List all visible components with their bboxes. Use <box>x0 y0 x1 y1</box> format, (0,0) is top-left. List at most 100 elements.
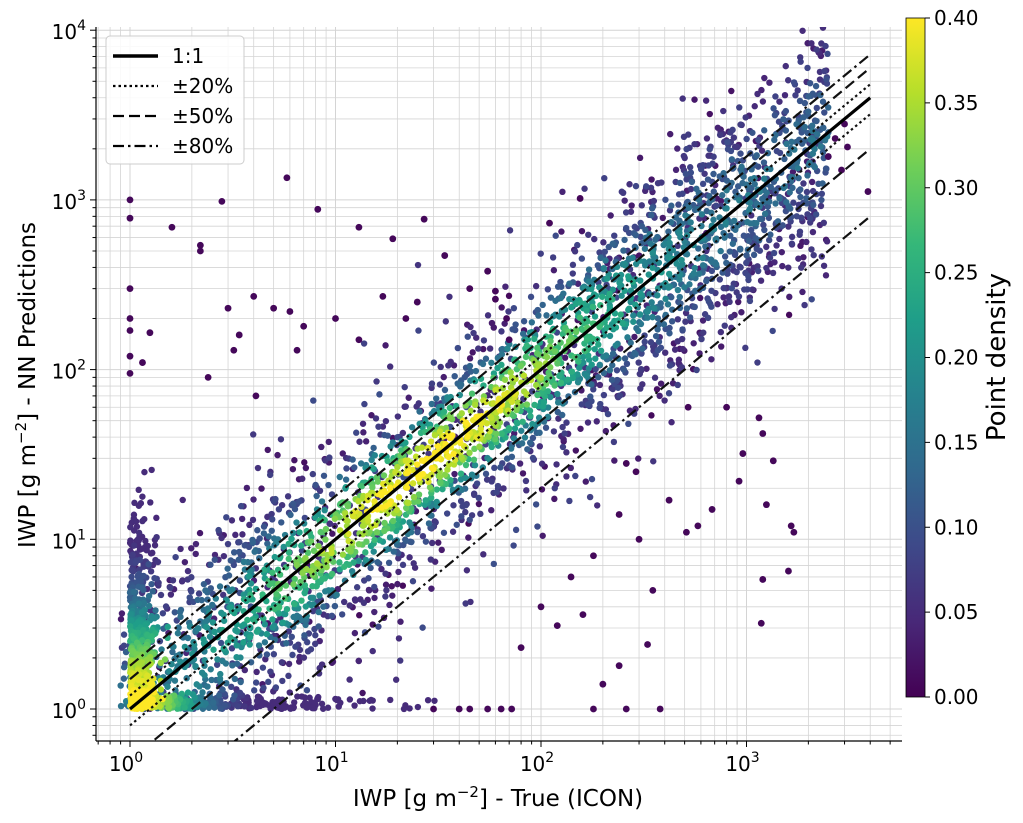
density-point <box>227 557 235 564</box>
density-point <box>792 92 799 99</box>
density-point <box>627 339 634 347</box>
density-point <box>422 538 430 545</box>
density-point <box>312 481 319 489</box>
scatter-point <box>497 705 505 713</box>
density-point <box>504 345 511 352</box>
density-point <box>554 390 561 398</box>
density-point <box>563 473 570 480</box>
density-point <box>149 588 156 595</box>
density-point <box>290 613 297 621</box>
density-point <box>383 587 390 594</box>
density-point <box>263 651 271 658</box>
scatter-point <box>505 336 513 344</box>
density-point <box>617 311 624 318</box>
density-point <box>657 300 664 307</box>
density-point <box>596 404 603 412</box>
density-point <box>766 254 774 261</box>
density-point <box>564 376 571 383</box>
density-point <box>501 376 509 383</box>
density-point <box>331 602 339 610</box>
density-point <box>625 229 633 237</box>
density-point <box>253 628 261 635</box>
density-point <box>747 226 755 234</box>
density-point <box>783 199 790 206</box>
density-point <box>353 429 360 436</box>
density-point <box>691 96 698 103</box>
density-point <box>609 385 617 393</box>
density-point <box>289 465 297 473</box>
density-point <box>430 359 438 366</box>
density-point <box>192 540 200 548</box>
density-point <box>309 583 316 590</box>
density-point <box>526 439 534 446</box>
density-point <box>650 305 658 312</box>
density-point <box>349 456 356 463</box>
density-point <box>449 528 457 535</box>
density-point <box>290 581 297 588</box>
density-point <box>135 529 143 537</box>
density-point <box>756 19 762 25</box>
density-point <box>730 134 738 141</box>
density-point <box>301 589 308 597</box>
density-point <box>534 306 541 314</box>
density-point <box>404 499 411 506</box>
density-point <box>457 497 465 505</box>
density-point <box>583 372 590 380</box>
density-point <box>671 346 679 353</box>
density-point <box>529 454 537 462</box>
density-point <box>139 493 146 500</box>
density-point <box>761 210 769 218</box>
density-point <box>342 476 350 483</box>
density-point <box>477 510 484 518</box>
scatter-point <box>379 292 387 300</box>
density-point <box>397 657 404 664</box>
density-point <box>588 475 596 483</box>
density-point <box>281 704 288 711</box>
density-point <box>636 370 643 378</box>
density-point <box>751 180 758 188</box>
density-point <box>544 286 552 293</box>
density-point <box>158 646 165 653</box>
density-point <box>313 492 320 500</box>
density-point <box>586 493 594 501</box>
density-point <box>674 316 682 323</box>
density-point <box>433 395 440 402</box>
scatter-point <box>537 603 545 611</box>
density-point <box>795 174 802 182</box>
density-point <box>501 320 508 327</box>
density-point <box>319 575 326 583</box>
density-point <box>578 227 586 235</box>
density-point <box>410 560 417 567</box>
density-point <box>518 440 526 447</box>
density-point <box>301 514 309 522</box>
density-point <box>253 703 260 711</box>
density-point <box>440 373 447 381</box>
density-point <box>310 397 317 404</box>
density-point <box>238 515 246 523</box>
density-point <box>551 382 558 389</box>
legend-label: ±50% <box>172 104 233 128</box>
density-point <box>300 654 308 661</box>
density-point <box>175 624 182 631</box>
density-point <box>535 312 542 319</box>
density-point <box>488 478 495 485</box>
scatter-point <box>126 369 134 377</box>
density-point <box>611 457 618 464</box>
density-point <box>129 568 137 575</box>
density-point <box>737 121 744 128</box>
density-point <box>167 591 175 598</box>
density-point <box>713 202 720 209</box>
density-point <box>224 565 231 572</box>
density-point <box>207 561 214 568</box>
density-point <box>809 228 817 236</box>
density-point <box>248 704 255 712</box>
reference-line <box>129 83 871 697</box>
density-point <box>389 434 397 442</box>
scatter-point <box>665 496 673 504</box>
density-point <box>692 287 699 295</box>
density-point <box>195 590 203 597</box>
density-point <box>283 605 291 613</box>
density-point <box>321 507 328 514</box>
density-point <box>803 200 810 207</box>
scatter-point <box>735 477 743 485</box>
